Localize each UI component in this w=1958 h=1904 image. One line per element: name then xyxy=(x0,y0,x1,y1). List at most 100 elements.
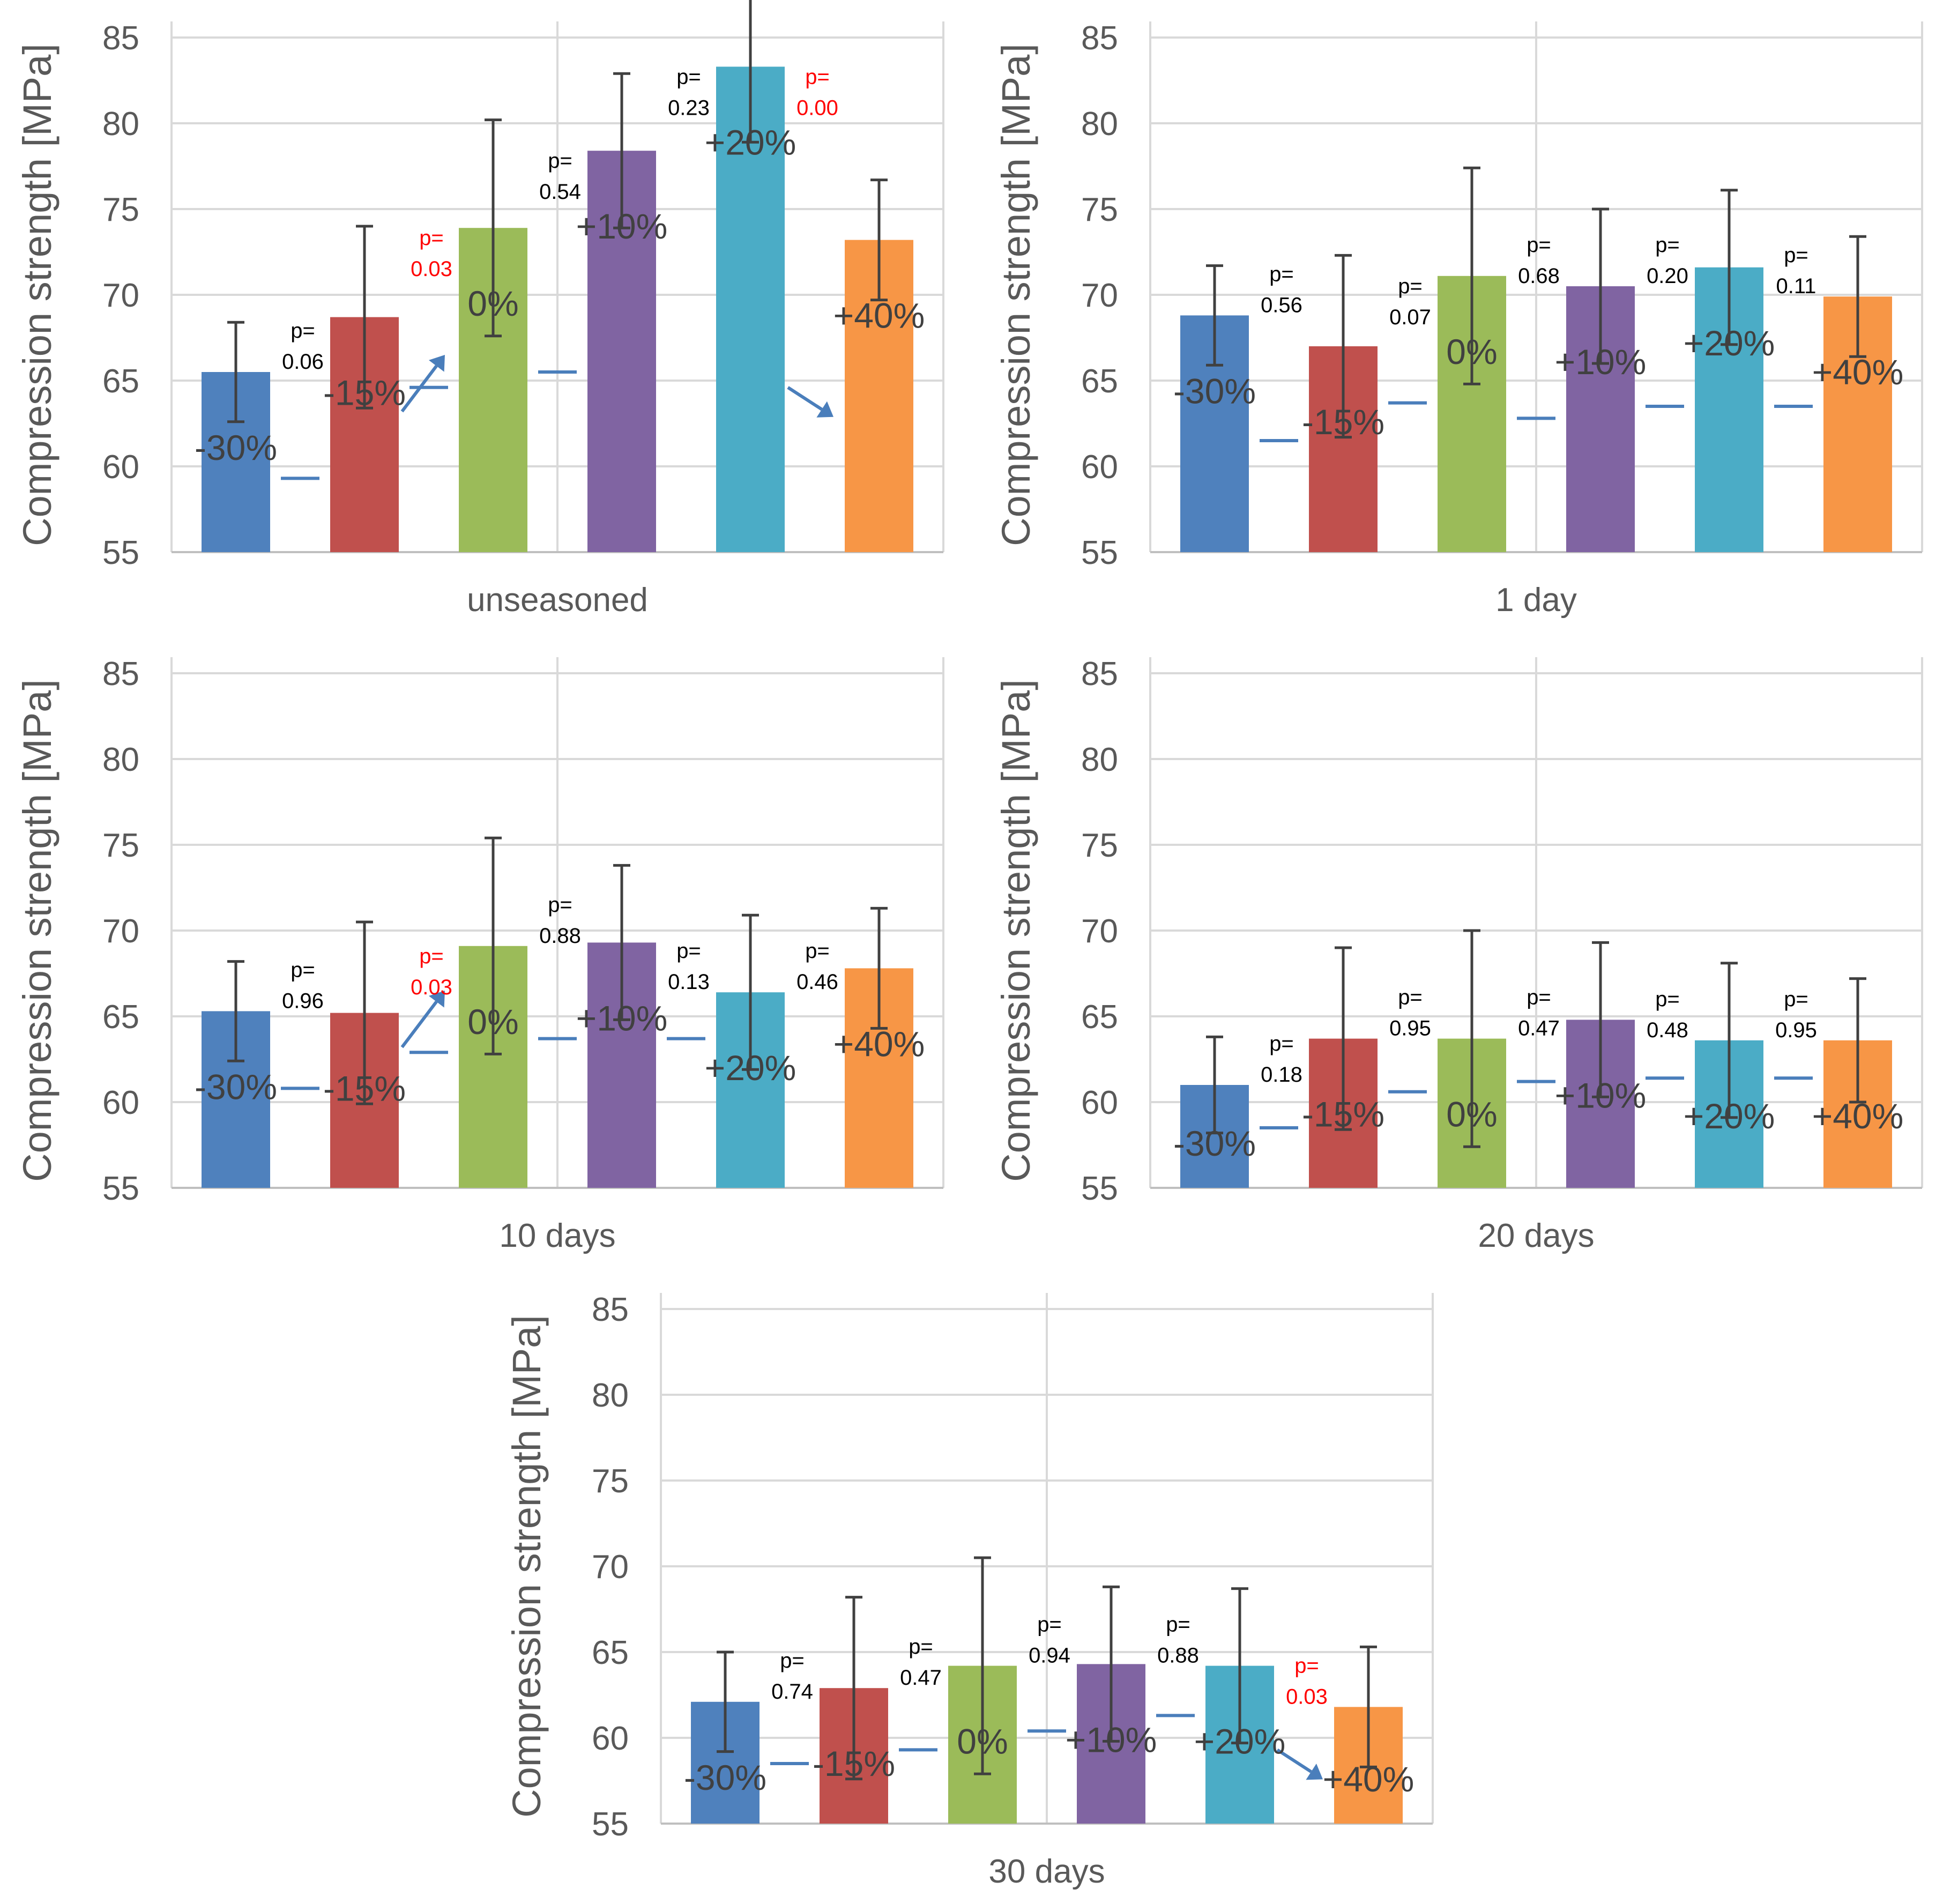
y-tick-label: 70 xyxy=(102,277,139,314)
p-value: 0.03 xyxy=(411,976,452,999)
y-tick-label: 70 xyxy=(1081,913,1118,950)
p-value-label: p= xyxy=(805,939,830,963)
p-value-label: p= xyxy=(1784,243,1808,267)
y-tick-label: 55 xyxy=(1081,1170,1118,1207)
p-value: 0.06 xyxy=(282,350,324,374)
p-value-label: p= xyxy=(909,1635,933,1658)
bar-label-plus10pct: +10% xyxy=(576,206,668,246)
y-tick-label: 65 xyxy=(1081,999,1118,1036)
y-tick-label: 75 xyxy=(102,827,139,864)
y-tick-label: 80 xyxy=(102,741,139,778)
y-tick-label: 80 xyxy=(592,1377,629,1414)
y-tick-label: 55 xyxy=(592,1806,629,1843)
error-bar-minus30pct xyxy=(1206,1035,1223,1135)
bar-label-0pct: 0% xyxy=(467,1002,518,1042)
bar-label-plus40pct: +40% xyxy=(1323,1759,1414,1799)
y-tick-label: 55 xyxy=(102,534,139,571)
bar-label-minus30pct: -30% xyxy=(1173,1124,1256,1163)
p-value-label: p= xyxy=(780,1649,805,1672)
bar-label-0pct: 0% xyxy=(1446,1095,1497,1134)
y-axis-label: Compression strength [MPa] xyxy=(15,43,59,546)
error-bar-minus15pct xyxy=(356,225,373,410)
p-value-label: p= xyxy=(1166,1613,1190,1637)
p-value-label: p= xyxy=(676,65,701,88)
p-value: 0.95 xyxy=(1389,1017,1431,1040)
error-bar-0pct xyxy=(1463,929,1480,1148)
error-bar-plus40pct xyxy=(1849,235,1866,358)
bar-label-minus30pct: -30% xyxy=(1173,371,1256,411)
p-value-label: p= xyxy=(291,319,315,343)
y-tick-label: 85 xyxy=(1081,20,1118,57)
y-tick-label: 80 xyxy=(1081,741,1118,778)
p-value-label: p= xyxy=(676,939,701,963)
chart-panel-30-days: 55 60 65 70 75 80 85 Compression strength [MPa]… xyxy=(489,1271,1468,1904)
bar-label-plus10pct: +10% xyxy=(1066,1720,1157,1759)
p-value-label: p= xyxy=(805,65,830,88)
y-tick-label: 65 xyxy=(1081,363,1118,400)
y-tick-label: 65 xyxy=(102,999,139,1036)
error-bar-minus15pct xyxy=(845,1596,862,1781)
error-bar-plus40pct xyxy=(1360,1645,1377,1768)
plot-frame xyxy=(1149,21,1923,552)
error-bar-plus40pct xyxy=(1849,977,1866,1104)
p-value: 0.11 xyxy=(1776,274,1816,298)
bar-label-0pct: 0% xyxy=(1446,332,1497,371)
p-value-label: p= xyxy=(1655,987,1680,1011)
p-value-label: p= xyxy=(1037,1613,1062,1637)
y-tick-label: 75 xyxy=(1081,191,1118,228)
error-bar-minus30pct xyxy=(1206,264,1223,367)
chart-svg: 55 60 65 70 75 80 85 Compression strength [MPa]… xyxy=(994,656,1923,1254)
p-value-label: p= xyxy=(1527,986,1551,1009)
bar-label-plus40pct: +40% xyxy=(1812,1096,1904,1136)
x-axis-label: 1 day xyxy=(1495,582,1577,619)
x-axis-label: 30 days xyxy=(988,1853,1105,1890)
y-tick-label: 60 xyxy=(592,1720,629,1757)
p-value: 0.00 xyxy=(796,96,838,120)
chart-svg: 55 60 65 70 75 80 85 Compression strength [MPa]… xyxy=(15,656,944,1254)
p-value: 0.18 xyxy=(1261,1063,1302,1087)
y-tick-label: 85 xyxy=(592,1291,629,1328)
error-bar-0pct xyxy=(485,118,502,338)
error-bar-plus20pct xyxy=(1721,962,1738,1119)
p-value-label: p= xyxy=(1269,1032,1294,1055)
x-axis-label: 20 days xyxy=(1478,1217,1594,1254)
p-value: 0.20 xyxy=(1647,264,1688,288)
error-bar-minus15pct xyxy=(1335,254,1352,439)
error-bar-minus30pct xyxy=(717,1650,734,1753)
y-tick-label: 65 xyxy=(592,1634,629,1671)
error-bar-0pct xyxy=(485,836,502,1055)
chart-panel-1-day: 55 60 65 70 75 80 85 Compression strength [MPa]… xyxy=(979,0,1957,633)
y-tick-label: 85 xyxy=(1081,656,1118,693)
p-value: 0.13 xyxy=(668,970,710,994)
plot-frame xyxy=(170,657,944,1188)
p-value: 0.46 xyxy=(796,970,838,994)
p-value: 0.03 xyxy=(1286,1685,1328,1708)
bar-label-plus40pct: +40% xyxy=(833,1024,925,1063)
error-bar-plus20pct xyxy=(742,0,759,144)
y-tick-label: 55 xyxy=(102,1170,139,1207)
y-tick-label: 65 xyxy=(102,363,139,400)
p-value-label: p= xyxy=(1655,233,1680,257)
p-value: 0.47 xyxy=(900,1666,942,1690)
p-value: 0.94 xyxy=(1029,1644,1070,1668)
y-tick-label: 85 xyxy=(102,20,139,57)
error-bar-minus30pct xyxy=(227,321,244,423)
bar-label-minus15pct: -15% xyxy=(323,1069,406,1109)
chart-panel-10-days: 55 60 65 70 75 80 85 Compression strength [MPa]… xyxy=(0,636,979,1268)
y-tick-label: 75 xyxy=(102,191,139,228)
p-value: 0.96 xyxy=(282,989,324,1013)
p-value-label: p= xyxy=(1398,274,1423,298)
plot-frame xyxy=(1149,657,1923,1188)
bar-label-plus20pct: +20% xyxy=(705,1048,796,1088)
p-value: 0.88 xyxy=(539,924,581,948)
y-tick-label: 60 xyxy=(102,449,139,486)
bar-label-plus10pct: +10% xyxy=(1555,342,1647,382)
error-bar-minus15pct xyxy=(1335,946,1352,1131)
error-bar-plus10pct xyxy=(613,72,630,229)
p-value: 0.88 xyxy=(1157,1644,1199,1668)
error-bar-plus20pct xyxy=(742,913,759,1071)
bar-label-plus20pct: +20% xyxy=(1684,1096,1775,1136)
p-value: 0.54 xyxy=(539,180,581,204)
error-bar-minus30pct xyxy=(227,960,244,1062)
